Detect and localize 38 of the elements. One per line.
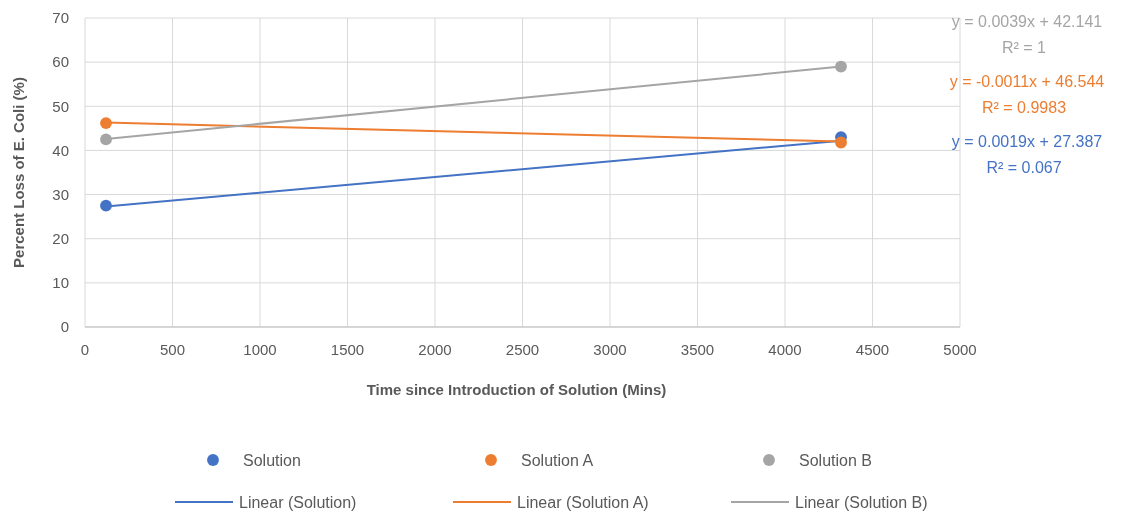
y-axis-title: Percent Loss of E. Coli (%) <box>10 77 27 268</box>
y-tick-label: 70 <box>52 9 69 27</box>
x-tick-label: 4000 <box>768 341 802 358</box>
legend-label: Linear (Solution B) <box>795 493 928 511</box>
x-tick-label: 500 <box>159 341 186 358</box>
x-tick-label: 2500 <box>505 341 540 358</box>
x-tick-label: 3000 <box>593 341 627 358</box>
x-tick-label: 5000 <box>943 341 977 358</box>
point <box>835 136 847 149</box>
y-tick-label: 10 <box>52 274 69 292</box>
point <box>100 199 112 212</box>
annotation: y = 0.0019x + 27.387 <box>951 133 1103 150</box>
legend-label: Linear (Solution A) <box>517 493 649 511</box>
legend-label: Solution A <box>521 451 594 469</box>
x-tick-label: 4500 <box>855 341 890 358</box>
x-tick-label: 3500 <box>680 341 715 358</box>
annotation: y = -0.0011x + 46.544 <box>949 73 1105 90</box>
y-tick-label: 50 <box>52 97 69 115</box>
legend-label: Solution B <box>799 451 872 469</box>
point <box>100 133 112 146</box>
y-tick-label: 0 <box>60 318 69 336</box>
annotation: y = 0.0039x + 42.141 <box>951 13 1103 30</box>
y-tick-label: 60 <box>52 53 69 71</box>
x-tick-label: 2000 <box>418 341 452 358</box>
x-axis-title: Time since Introduction of Solution (Mins) <box>366 381 667 398</box>
y-tick-label: 30 <box>52 185 69 203</box>
x-tick-label: 0 <box>80 341 90 358</box>
text: R² = 0.9983 <box>981 99 1067 116</box>
legend-label: Linear (Solution) <box>239 493 357 511</box>
y-tick-label: 40 <box>52 141 69 159</box>
x-tick-label: 1000 <box>243 341 277 358</box>
text: R² = 1 <box>1001 39 1047 56</box>
legend-label: Solution <box>243 451 301 469</box>
text: R² = 0.067 <box>986 159 1062 176</box>
point <box>100 117 112 129</box>
y-tick-label: 20 <box>52 229 69 247</box>
x-tick-label: 1500 <box>330 341 365 358</box>
point <box>835 60 847 73</box>
